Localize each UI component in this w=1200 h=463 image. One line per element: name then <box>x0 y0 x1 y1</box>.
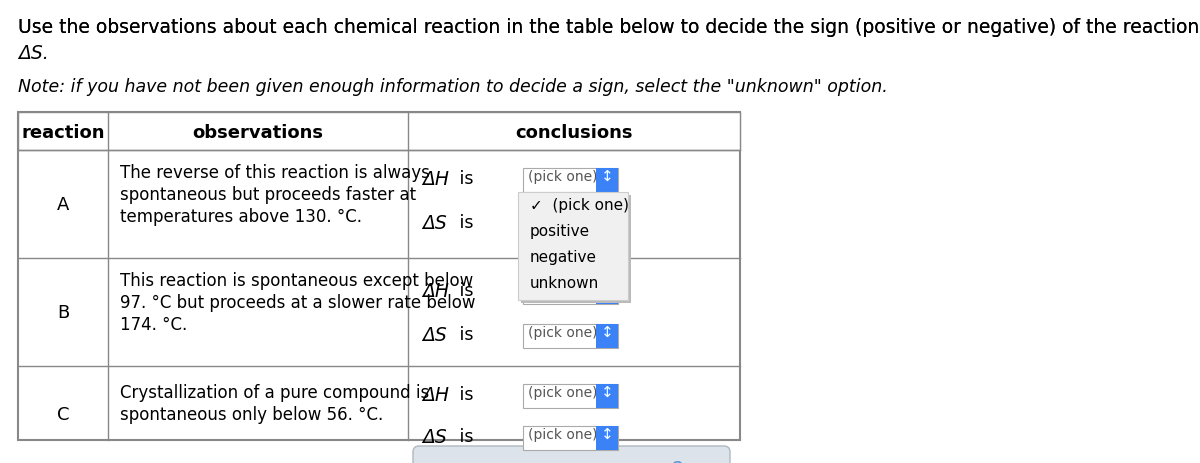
Bar <box>596 212 618 236</box>
Text: positive: positive <box>530 224 590 239</box>
Bar <box>523 426 618 450</box>
Bar <box>523 384 618 408</box>
Text: Crystallization of a pure compound is: Crystallization of a pure compound is <box>120 384 430 402</box>
Text: temperatures above 130. °C.: temperatures above 130. °C. <box>120 208 362 226</box>
Bar <box>523 280 618 304</box>
Bar <box>18 112 740 150</box>
Text: Use the observations about each chemical reaction in the table below to decide t: Use the observations about each chemical… <box>18 18 1200 37</box>
Bar <box>518 192 628 300</box>
Text: This reaction is spontaneous except below: This reaction is spontaneous except belo… <box>120 272 473 290</box>
Text: ↕: ↕ <box>601 281 613 296</box>
Bar <box>596 324 618 348</box>
Text: ↕: ↕ <box>601 213 613 228</box>
Text: ?: ? <box>671 461 683 463</box>
Text: ↕: ↕ <box>601 385 613 400</box>
Text: ΔH: ΔH <box>422 282 449 301</box>
Text: ΔS.: ΔS. <box>18 44 49 63</box>
Text: (pick one): (pick one) <box>528 428 598 442</box>
Text: A: A <box>56 196 70 214</box>
Text: is: is <box>454 326 474 344</box>
Text: 97. °C but proceeds at a slower rate below: 97. °C but proceeds at a slower rate bel… <box>120 294 475 312</box>
Text: ✓  (pick one): ✓ (pick one) <box>530 198 629 213</box>
Text: ΔH: ΔH <box>422 170 449 189</box>
Text: spontaneous only below 56. °C.: spontaneous only below 56. °C. <box>120 406 383 424</box>
Text: Use the observations about each chemical reaction in the table below to decide t: Use the observations about each chemical… <box>18 18 1200 37</box>
Text: is: is <box>454 214 474 232</box>
Text: ↕: ↕ <box>601 325 613 340</box>
Bar <box>523 212 618 236</box>
Bar <box>521 195 631 303</box>
Bar <box>596 384 618 408</box>
Text: is: is <box>454 282 474 300</box>
Bar <box>596 168 618 192</box>
Text: unknown: unknown <box>530 276 599 291</box>
Text: Note: if you have not been given enough information to decide a sign, select the: Note: if you have not been given enough … <box>18 78 888 96</box>
Text: ↺: ↺ <box>562 461 581 463</box>
Text: ΔS: ΔS <box>422 214 446 233</box>
Text: ×: × <box>456 461 475 463</box>
Text: conclusions: conclusions <box>515 124 632 142</box>
Text: is: is <box>454 428 474 446</box>
Text: is: is <box>454 170 474 188</box>
Text: ΔS: ΔS <box>422 326 446 345</box>
Text: (pick one): (pick one) <box>528 282 598 296</box>
Text: is: is <box>454 386 474 404</box>
Bar <box>596 280 618 304</box>
Text: 174. °C.: 174. °C. <box>120 316 187 334</box>
Text: spontaneous but proceeds faster at: spontaneous but proceeds faster at <box>120 186 416 204</box>
Text: observations: observations <box>192 124 324 142</box>
Text: negative: negative <box>530 250 598 265</box>
Text: ↕: ↕ <box>601 427 613 442</box>
Text: B: B <box>56 304 70 322</box>
Text: C: C <box>56 406 70 424</box>
Text: ↕: ↕ <box>601 169 613 184</box>
Bar <box>596 426 618 450</box>
Text: reaction: reaction <box>22 124 104 142</box>
FancyBboxPatch shape <box>413 446 730 463</box>
Text: (pick one): (pick one) <box>528 214 598 228</box>
Text: ΔS: ΔS <box>422 428 446 447</box>
Text: ΔH: ΔH <box>422 386 449 405</box>
Text: The reverse of this reaction is always: The reverse of this reaction is always <box>120 164 430 182</box>
Bar <box>523 168 618 192</box>
Text: (pick one): (pick one) <box>528 170 598 184</box>
Bar <box>523 324 618 348</box>
Bar <box>18 112 740 440</box>
Text: (pick one): (pick one) <box>528 386 598 400</box>
Text: (pick one): (pick one) <box>528 326 598 340</box>
